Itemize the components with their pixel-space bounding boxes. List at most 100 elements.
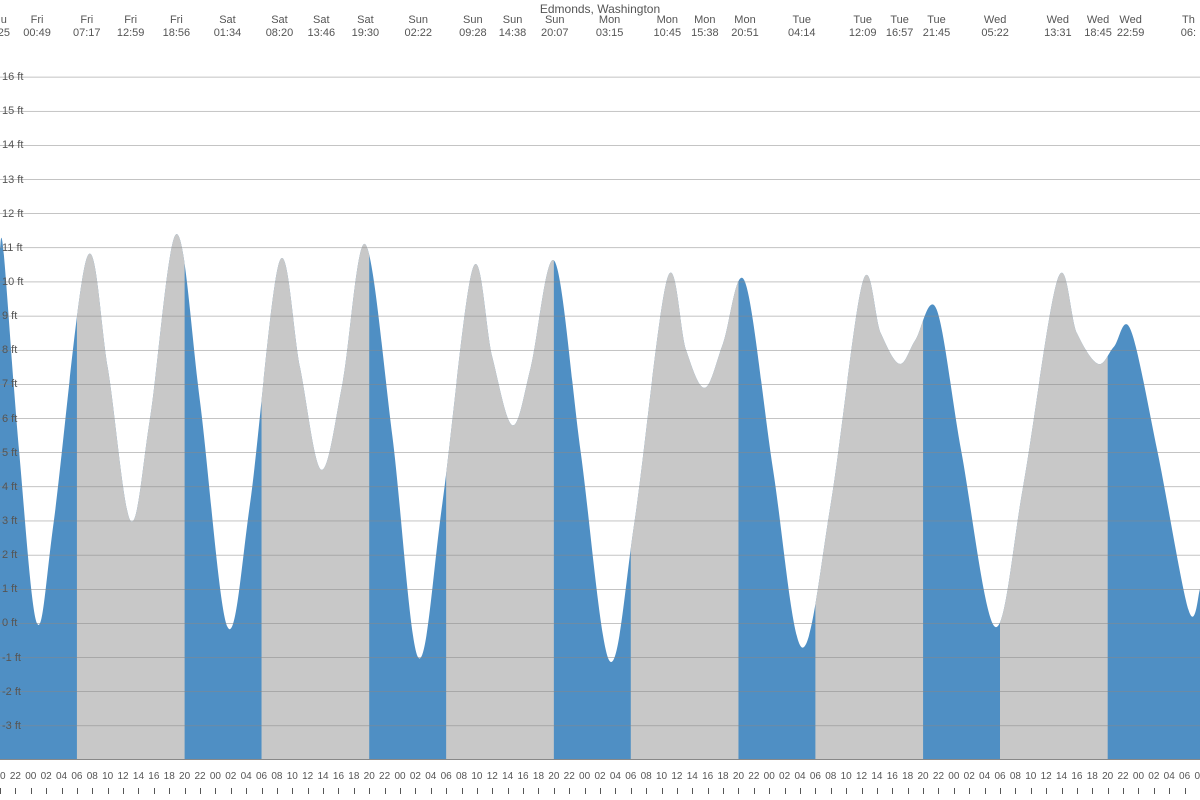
bottom-axis-tick [1092, 788, 1093, 794]
top-axis-time: 00:49 [23, 27, 51, 40]
bottom-axis-label: 06 [441, 771, 452, 782]
bottom-axis-label: 06 [994, 771, 1005, 782]
bottom-axis-label: 10 [102, 771, 113, 782]
bottom-axis-tick [308, 788, 309, 794]
y-tick-label: 14 ft [2, 139, 23, 151]
tide-plot [0, 60, 1200, 760]
bottom-axis-label: 16 [518, 771, 529, 782]
top-axis-label: Tue16:57 [886, 14, 914, 40]
bottom-axis-tick [200, 788, 201, 794]
top-x-axis: u25Fri00:49Fri07:17Fri12:59Fri18:56Sat01… [0, 14, 1200, 42]
bottom-axis-tick [1062, 788, 1063, 794]
y-tick-label: 5 ft [2, 447, 17, 459]
bottom-axis-label: 12 [1041, 771, 1052, 782]
top-axis-day: Sun [459, 14, 487, 27]
bottom-axis-label: 08 [825, 771, 836, 782]
bottom-axis-tick [969, 788, 970, 794]
bottom-axis-tick [262, 788, 263, 794]
bottom-axis-label: 02 [594, 771, 605, 782]
bottom-axis-tick [400, 788, 401, 794]
top-axis-time: 09:28 [459, 27, 487, 40]
y-tick-label: 11 ft [2, 242, 23, 254]
top-axis-label: Mon15:38 [691, 14, 719, 40]
bottom-axis-tick [738, 788, 739, 794]
bottom-axis-label: 06 [71, 771, 82, 782]
y-tick-label: 13 ft [2, 174, 23, 186]
bottom-axis-tick [231, 788, 232, 794]
bottom-axis-label: 00 [25, 771, 36, 782]
top-axis-day: Mon [654, 14, 682, 27]
top-axis-label: Tue12:09 [849, 14, 877, 40]
top-axis-day: Th [1181, 14, 1196, 27]
bottom-axis-label: 04 [610, 771, 621, 782]
bottom-axis-tick [446, 788, 447, 794]
bottom-axis-label: 02 [225, 771, 236, 782]
top-axis-day: Wed [1084, 14, 1112, 27]
y-tick-label: 9 ft [2, 310, 17, 322]
top-axis-label: Mon03:15 [596, 14, 624, 40]
y-tick-label: 0 ft [2, 617, 17, 629]
bottom-axis-tick [185, 788, 186, 794]
bottom-axis-label: 02 [41, 771, 52, 782]
top-axis-time: 01:34 [214, 27, 242, 40]
bottom-axis-tick [1169, 788, 1170, 794]
bottom-axis-tick [46, 788, 47, 794]
bottom-axis-label: 00 [579, 771, 590, 782]
bottom-axis-tick [815, 788, 816, 794]
bottom-axis-label: 18 [902, 771, 913, 782]
top-axis-time: 04:14 [788, 27, 816, 40]
top-axis-label: Wed18:45 [1084, 14, 1112, 40]
bottom-axis-label: 12 [302, 771, 313, 782]
top-axis-time: 03:15 [596, 27, 624, 40]
bottom-axis-tick [1000, 788, 1001, 794]
top-axis-label: Sat08:20 [266, 14, 294, 40]
top-axis-day: Mon [731, 14, 759, 27]
top-axis-label: Tue21:45 [923, 14, 951, 40]
bottom-axis-tick [1108, 788, 1109, 794]
bottom-axis-tick [215, 788, 216, 794]
top-axis-day: Fri [23, 14, 51, 27]
bottom-axis-tick [1123, 788, 1124, 794]
bottom-axis-tick [769, 788, 770, 794]
bottom-axis-label: 16 [148, 771, 159, 782]
bottom-axis-label: 14 [871, 771, 882, 782]
bottom-axis-tick [569, 788, 570, 794]
bottom-axis-label: 20 [548, 771, 559, 782]
top-axis-day: Sun [404, 14, 432, 27]
top-axis-label: Wed13:31 [1044, 14, 1072, 40]
bottom-axis-label: 10 [841, 771, 852, 782]
bottom-axis-tick [323, 788, 324, 794]
bottom-axis-label: 12 [671, 771, 682, 782]
bottom-axis-tick [123, 788, 124, 794]
bottom-axis-label: 00 [394, 771, 405, 782]
y-tick-label: 4 ft [2, 481, 17, 493]
top-axis-day: Tue [923, 14, 951, 27]
top-axis-day: Sat [214, 14, 242, 27]
bottom-axis-tick [600, 788, 601, 794]
top-axis-label: Wed05:22 [981, 14, 1009, 40]
bottom-axis-label: 22 [748, 771, 759, 782]
bottom-axis-label: 04 [241, 771, 252, 782]
top-axis-label: Sun20:07 [541, 14, 569, 40]
bottom-axis-label: 06 [625, 771, 636, 782]
top-axis-time: 25 [0, 27, 10, 40]
bottom-axis-tick [462, 788, 463, 794]
bottom-axis-tick [354, 788, 355, 794]
bottom-axis-label: 04 [794, 771, 805, 782]
y-tick-label: -2 ft [2, 686, 21, 698]
bottom-axis-label: 20 [364, 771, 375, 782]
bottom-axis-tick [908, 788, 909, 794]
bottom-axis-label: 14 [502, 771, 513, 782]
top-axis-time: 13:31 [1044, 27, 1072, 40]
bottom-axis-label: 18 [348, 771, 359, 782]
bottom-axis-label: 20 [918, 771, 929, 782]
bottom-axis-label: 04 [56, 771, 67, 782]
top-axis-day: Tue [849, 14, 877, 27]
bottom-axis-tick [508, 788, 509, 794]
bottom-axis-label: 10 [1025, 771, 1036, 782]
bottom-axis-label: 18 [533, 771, 544, 782]
bottom-axis-label: 18 [164, 771, 175, 782]
bottom-axis-label: 16 [1071, 771, 1082, 782]
bottom-axis-label: 06 [1179, 771, 1190, 782]
bottom-axis-tick [846, 788, 847, 794]
